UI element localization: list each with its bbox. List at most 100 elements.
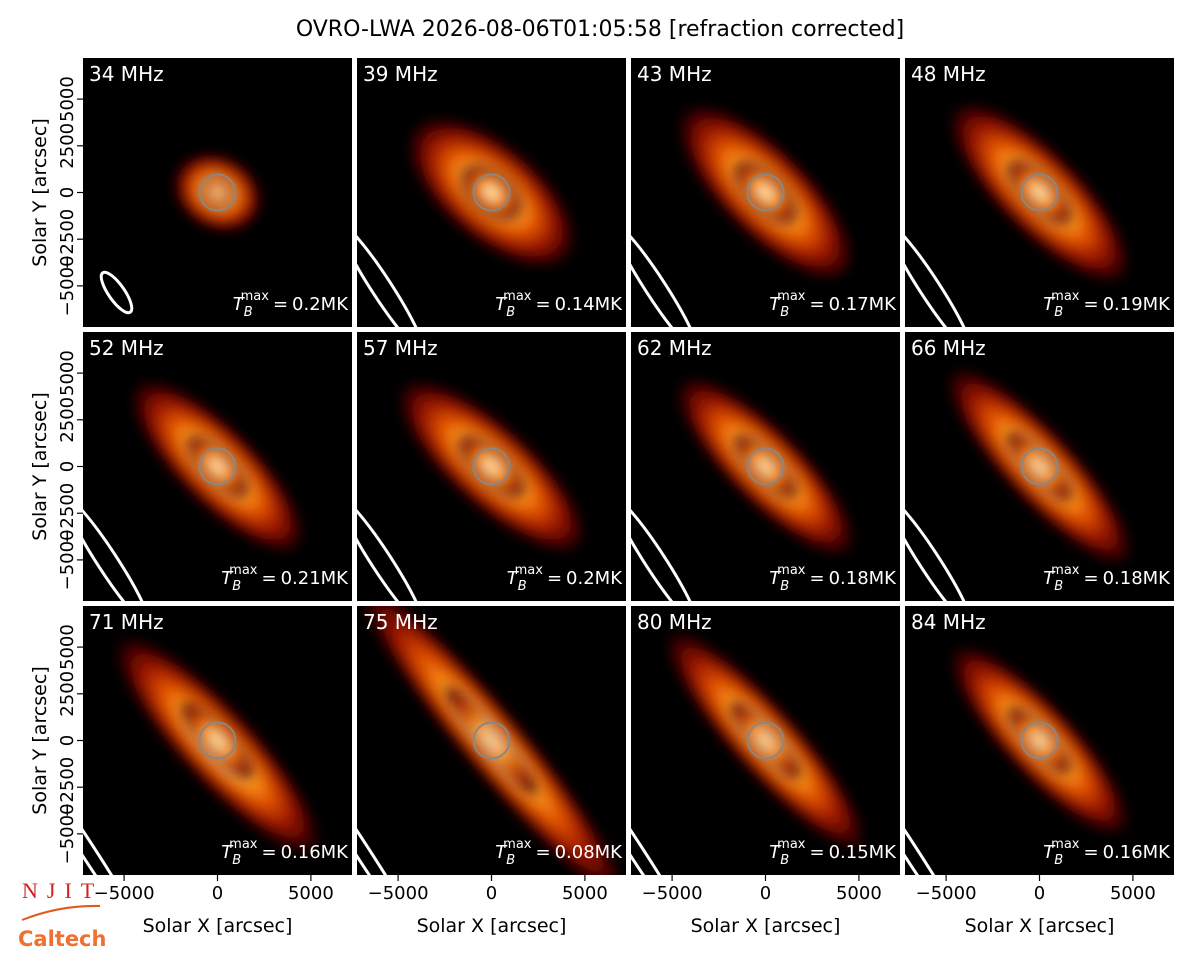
x-tick-label: −5000 [642,883,703,904]
tb-value: 0.08MK [555,842,624,863]
panel [83,332,352,601]
panel-frequency: 75 MHz [363,610,438,634]
solar-disk [1020,721,1059,760]
solar-disk [1020,447,1059,486]
tb-sup: max [229,837,258,852]
y-tick-label: 5000 [57,76,78,122]
x-tick-label: 5000 [1110,883,1156,904]
x-tick-label: 0 [212,883,223,904]
y-tick-label: −5000 [57,255,78,316]
tb-sub: B [232,579,241,594]
panel [83,58,352,327]
tb-annotation: TBmax = 0.18MK [769,563,897,594]
tb-sub: B [244,305,253,320]
emission-core [728,700,803,781]
tb-symbol: T [495,842,508,863]
tb-eq: = [273,294,288,315]
tb-annotation: TBmax = 0.2MK [233,289,350,320]
tb-sub: B [506,305,515,320]
tb-annotation: TBmax = 0.16MK [1043,837,1171,868]
beam [99,270,134,315]
x-tick-label: 5000 [836,883,882,904]
y-tick-label: 2500 [57,397,78,443]
beam [631,222,699,327]
tb-symbol: T [507,568,520,589]
x-axis-label: Solar X [arcsec] [965,915,1115,937]
tb-value: 0.16MK [1103,842,1172,863]
tb-sup: max [503,837,532,852]
solar-disk [746,173,785,212]
tb-symbol: T [233,294,246,315]
y-tick-label: 2500 [57,123,78,169]
panel [631,58,900,327]
tb-sup: max [515,563,544,578]
y-tick-label: −5000 [57,529,78,590]
x-tick-label: 0 [760,883,771,904]
solar-disk [746,447,785,486]
tb-eq: = [535,294,550,315]
solar-disk [472,173,511,212]
panel [631,606,900,875]
tb-symbol: T [1043,568,1056,589]
solar-disk [198,721,237,760]
solar-disk [198,173,237,212]
tb-symbol: T [769,294,782,315]
tb-sub: B [1054,853,1063,868]
tb-sub: B [506,853,515,868]
panel-frequency: 71 MHz [89,610,164,634]
solar-disk [472,721,511,760]
tb-eq: = [809,294,824,315]
tb-symbol: T [221,842,234,863]
tb-value: 0.15MK [829,842,898,863]
solar-disk [198,447,237,486]
panel-frequency: 66 MHz [911,336,986,360]
beam [905,756,972,875]
emission-core [456,434,527,499]
tb-sup: max [229,563,258,578]
tb-sub: B [1054,305,1063,320]
tb-sup: max [777,837,806,852]
y-tick-label: 2500 [57,671,78,717]
tb-sub: B [780,305,789,320]
beam [357,756,424,875]
tb-value: 0.16MK [281,842,350,863]
panel [905,332,1174,601]
tb-symbol: T [1043,842,1056,863]
tb-eq: = [261,842,276,863]
tb-symbol: T [769,568,782,589]
y-axis-label: Solar Y [arcsec] [29,118,51,266]
beam [905,222,973,327]
tb-value: 0.2MK [292,294,349,315]
tb-sup: max [1051,289,1080,304]
panel [83,606,352,875]
x-axis-label: Solar X [arcsec] [143,915,293,937]
y-axis-label: Solar Y [arcsec] [29,666,51,814]
y-tick-label: 0 [57,735,78,746]
tb-symbol: T [495,294,508,315]
x-tick-label: 5000 [562,883,608,904]
x-tick-label: 5000 [288,883,334,904]
caltech-logo: Caltech [18,927,106,951]
tb-symbol: T [769,842,782,863]
x-tick-label: −5000 [94,883,155,904]
y-tick-label: −2500 [57,209,78,270]
tb-symbol: T [221,568,234,589]
panel [357,606,626,875]
tb-sub: B [232,853,241,868]
tb-eq: = [1083,294,1098,315]
x-tick-label: 0 [486,883,497,904]
panel-frequency: 39 MHz [363,62,438,86]
emission-core [732,159,799,226]
tb-sub: B [780,853,789,868]
logo-swoosh [21,904,101,921]
panel-frequency: 34 MHz [89,62,164,86]
emission-core [200,175,235,210]
panel-frequency: 52 MHz [89,336,164,360]
tb-annotation: TBmax = 0.15MK [769,837,897,868]
emission-core [459,163,524,222]
tb-annotation: TBmax = 0.17MK [769,289,897,320]
x-axis-label: Solar X [arcsec] [691,915,841,937]
tb-value: 0.2MK [566,568,623,589]
tb-sub: B [518,579,527,594]
tb-eq: = [809,842,824,863]
